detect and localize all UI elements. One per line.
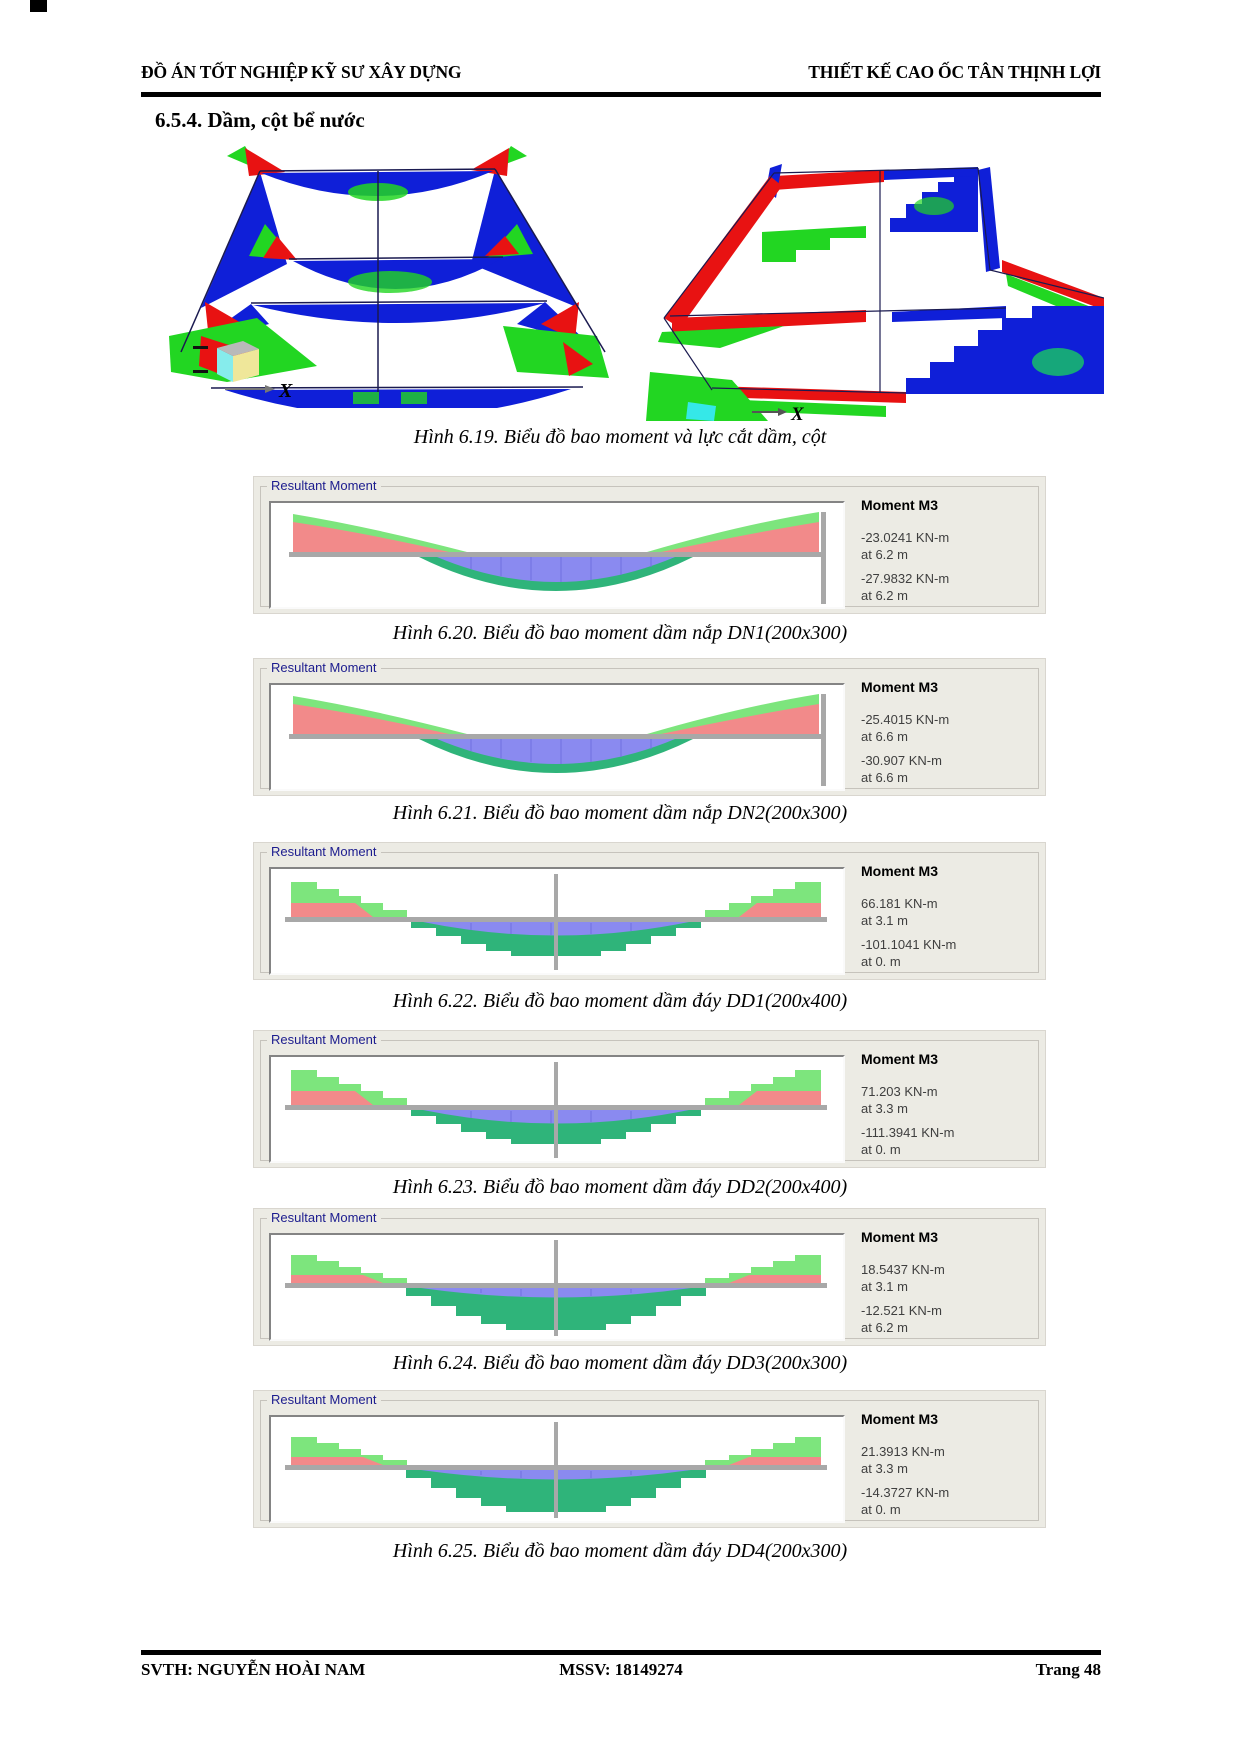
figure-caption-6-21: Hình 6.21. Biểu đồ bao moment dầm nắp DN… <box>392 802 848 824</box>
scan-artifact-mark <box>30 0 47 12</box>
resultant-moment-panel-dd4: Resultant Moment <box>253 1390 1046 1528</box>
moment-readout: Moment M3 66.181 KN-m at 3.1 m -101.1041… <box>861 863 1033 970</box>
figure-caption-6-25: Hình 6.25. Biểu đồ bao moment dầm đáy DD… <box>392 1540 848 1562</box>
footer-rule <box>141 1650 1101 1655</box>
moment-location: at 3.1 m <box>861 913 908 928</box>
moment-location: at 6.6 m <box>861 729 908 744</box>
resultant-moment-panel-dd1: Resultant Moment <box>253 842 1046 980</box>
moment-value: -30.907 KN-m <box>861 753 942 768</box>
groupbox-label: Resultant Moment <box>267 844 381 859</box>
header-left-title: ĐỒ ÁN TỐT NGHIỆP KỸ SƯ XÂY DỰNG <box>141 62 462 82</box>
moment-readout: Moment M3 -23.0241 KN-m at 6.2 m -27.983… <box>861 497 1033 604</box>
groupbox-label: Resultant Moment <box>267 1392 381 1407</box>
moment-location: at 6.6 m <box>861 770 908 785</box>
moment-location: at 0. m <box>861 1502 901 1517</box>
moment-value: -111.3941 KN-m <box>861 1125 955 1140</box>
axis-triad-icon: X <box>193 341 293 402</box>
figure-caption-6-20: Hình 6.20. Biểu đồ bao moment dầm nắp DN… <box>392 622 848 644</box>
moment-value: -23.0241 KN-m <box>861 530 950 545</box>
moment-diagram-plot <box>269 1055 845 1163</box>
groupbox: Resultant Moment <box>260 1392 1039 1523</box>
moment-diagram-plot <box>269 1233 845 1341</box>
groupbox: Resultant Moment <box>260 660 1039 791</box>
groupbox: Resultant Moment <box>260 1210 1039 1341</box>
moment-readout-title: Moment M3 <box>861 679 938 695</box>
moment-value: 71.203 KN-m <box>861 1084 938 1099</box>
moment-readout: Moment M3 21.3913 KN-m at 3.3 m -14.3727… <box>861 1411 1033 1518</box>
axis-x-label: X <box>790 404 805 422</box>
groupbox: Resultant Moment <box>260 844 1039 975</box>
moment-readout-title: Moment M3 <box>861 497 938 513</box>
moment-location: at 3.1 m <box>861 1279 908 1294</box>
moment-value: -12.521 KN-m <box>861 1303 942 1318</box>
groupbox: Resultant Moment <box>260 1032 1039 1163</box>
footer-page-number: Trang 48 <box>1035 1660 1101 1679</box>
moment-value: 66.181 KN-m <box>861 896 938 911</box>
moment-readout: Moment M3 71.203 KN-m at 3.3 m -111.3941… <box>861 1051 1033 1158</box>
moment-envelope-3d-figure: X <box>169 146 609 408</box>
moment-diagram-plot <box>269 501 845 609</box>
groupbox-label: Resultant Moment <box>267 1210 381 1225</box>
resultant-moment-panel-dd3: Resultant Moment <box>253 1208 1046 1346</box>
axis-x-arrow: X <box>752 404 805 422</box>
footer-student-id: MSSV: 18149274 <box>559 1660 683 1679</box>
header-rule <box>141 92 1101 97</box>
moment-value: 21.3913 KN-m <box>861 1444 945 1459</box>
moment-value: -14.3727 KN-m <box>861 1485 950 1500</box>
moment-location: at 3.3 m <box>861 1101 908 1116</box>
moment-readout-title: Moment M3 <box>861 863 938 879</box>
figure-caption-6-19: Hình 6.19. Biểu đồ bao moment và lực cắt… <box>413 426 827 448</box>
footer-student-name: SVTH: NGUYỄN HOÀI NAM <box>141 1660 366 1679</box>
section-title: 6.5.4. Dầm, cột bể nước <box>155 108 365 132</box>
figure-6-19: X <box>165 140 1105 422</box>
moment-location: at 6.2 m <box>861 1320 908 1335</box>
moment-diagram-plot <box>269 1415 845 1523</box>
groupbox-label: Resultant Moment <box>267 660 381 675</box>
header-right-title: THIẾT KẾ CAO ỐC TÂN THỊNH LỢI <box>808 62 1101 82</box>
shear-envelope-3d-figure: X <box>646 164 1104 422</box>
resultant-moment-panel-dd2: Resultant Moment <box>253 1030 1046 1168</box>
moment-location: at 6.2 m <box>861 547 908 562</box>
moment-readout: Moment M3 -25.4015 KN-m at 6.6 m -30.907… <box>861 679 1033 786</box>
moment-readout-title: Moment M3 <box>861 1411 938 1427</box>
figure-caption-6-22: Hình 6.22. Biểu đồ bao moment dầm đáy DD… <box>392 990 848 1012</box>
moment-readout-title: Moment M3 <box>861 1229 938 1245</box>
groupbox-label: Resultant Moment <box>267 478 381 493</box>
groupbox: Resultant Moment <box>260 478 1039 609</box>
moment-readout-title: Moment M3 <box>861 1051 938 1067</box>
moment-location: at 0. m <box>861 954 901 969</box>
resultant-moment-panel-dn2: Resultant Moment <box>253 658 1046 796</box>
moment-value: -101.1041 KN-m <box>861 937 957 952</box>
moment-location: at 6.2 m <box>861 588 908 603</box>
moment-value: -25.4015 KN-m <box>861 712 950 727</box>
page-footer: SVTH: NGUYỄN HOÀI NAM MSSV: 18149274 Tra… <box>141 1660 1101 1680</box>
axis-x-label: X <box>278 380 293 402</box>
moment-location: at 0. m <box>861 1142 901 1157</box>
moment-diagram-plot <box>269 867 845 975</box>
moment-location: at 3.3 m <box>861 1461 908 1476</box>
groupbox-label: Resultant Moment <box>267 1032 381 1047</box>
moment-value: 18.5437 KN-m <box>861 1262 945 1277</box>
figure-caption-6-24: Hình 6.24. Biểu đồ bao moment dầm đáy DD… <box>392 1352 848 1374</box>
moment-diagram-plot <box>269 683 845 791</box>
figure-caption-6-23: Hình 6.23. Biểu đồ bao moment dầm đáy DD… <box>392 1176 848 1198</box>
resultant-moment-panel-dn1: Resultant Moment <box>253 476 1046 614</box>
page-header: ĐỒ ÁN TỐT NGHIỆP KỸ SƯ XÂY DỰNG THIẾT KẾ… <box>141 62 1101 83</box>
moment-readout: Moment M3 18.5437 KN-m at 3.1 m -12.521 … <box>861 1229 1033 1336</box>
moment-value: -27.9832 KN-m <box>861 571 950 586</box>
